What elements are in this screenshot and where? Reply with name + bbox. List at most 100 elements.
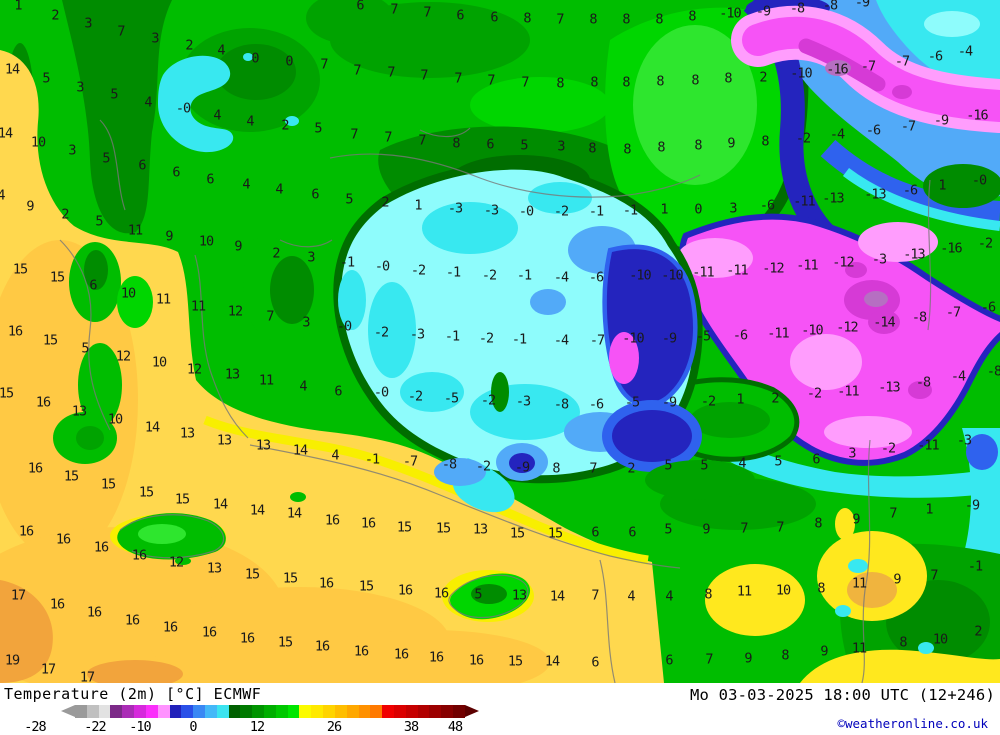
coastline-borders: [59, 119, 932, 683]
map-region-shape: [470, 77, 610, 133]
colorbar-segment: [181, 705, 194, 718]
colorbar-left-arrow: [61, 705, 75, 717]
map-region-shape: [270, 256, 314, 324]
map-region-shape: [612, 410, 692, 462]
map-region-shape: [966, 434, 998, 470]
datetime-label: Mo 03-03-2025 18:00 UTC (12+246): [689, 686, 995, 704]
product-label: Temperature (2m) [°C] ECMWF: [4, 685, 262, 703]
map-region-shape: [138, 524, 186, 544]
colorbar-segment: [311, 705, 324, 718]
colorbar-segment: [157, 705, 170, 718]
map-region-shape: [62, 0, 172, 234]
colorbar-segment: [216, 705, 229, 718]
colorbar-segment: [228, 705, 241, 718]
legend-bar: Temperature (2m) [°C] ECMWF Mo 03-03-202…: [0, 683, 1000, 735]
colorbar-tick-label: 12: [249, 719, 265, 735]
map-region-shape: [422, 202, 518, 254]
map-region-shape: [633, 25, 757, 185]
map-region-shape: [820, 139, 1000, 223]
colorbar-segment: [134, 705, 146, 718]
cyan-crescent-lake: [158, 53, 299, 153]
colorbar-segment: [145, 705, 158, 718]
map-region-shape: [338, 270, 366, 330]
cyprus-island: [442, 570, 534, 622]
temperature-map: 6 7 7 6 6 8 7 8 8 8 8 -10 -9 -8 -8 -9 1 2 3 7 3 2 4 0 0 7 7 7 7 7 7 7 8 8…: [0, 0, 1000, 683]
map-region-shape: [690, 420, 1000, 498]
colorbar-segment: [382, 705, 394, 718]
map-region-shape: [290, 492, 306, 502]
map-region-shape: [419, 127, 471, 138]
greece-green-patches: [53, 238, 327, 565]
map-region-shape: [864, 291, 888, 307]
map-region-shape: [927, 179, 932, 331]
colorbar-tick-label: 0: [189, 719, 197, 735]
colorbar-segment: [358, 705, 371, 718]
map-region-shape: [117, 276, 153, 328]
map-region-shape: [329, 153, 701, 198]
map-region-shape: [76, 426, 104, 450]
map-region-shape: [858, 222, 938, 262]
map-region-shape: [742, 16, 1000, 122]
colorbar-segment: [240, 705, 253, 718]
map-region-shape: [310, 630, 550, 683]
map-region-shape: [790, 334, 862, 390]
map-region-shape: [400, 372, 464, 412]
anatolia-cold-region: [333, 161, 703, 513]
colorbar-segment: [75, 705, 87, 718]
colorbar-segment: [252, 705, 264, 718]
southeast-region: [645, 460, 1000, 683]
map-region-shape: [0, 580, 53, 683]
colorbar-right-arrow: [465, 705, 479, 717]
colorbar-tick-label: -28: [24, 719, 46, 735]
colorbar-segment: [122, 705, 135, 718]
map-region-shape: [59, 239, 111, 431]
map-region-shape: [434, 458, 486, 486]
map-region-shape: [677, 238, 753, 278]
right-edge-green-patch: [923, 164, 1000, 208]
map-region-shape: [528, 182, 592, 214]
map-region-shape: [279, 239, 333, 248]
colorbar-tick-label: 38: [403, 719, 419, 735]
map-region-shape: [530, 289, 566, 315]
balkan-mountain-region: [62, 0, 394, 234]
map-region-shape: [243, 53, 253, 61]
map-region-shape: [861, 439, 871, 683]
colorbar-segment: [429, 705, 442, 718]
colorbar-segment: [287, 705, 300, 718]
temperature-colorbar: [75, 705, 465, 718]
colorbar-segment: [86, 705, 99, 718]
map-region-shape: [158, 55, 234, 153]
map-region-shape: [285, 116, 299, 126]
copyright-link[interactable]: ©weatheronline.co.uk: [837, 716, 988, 731]
map-region-shape: [825, 60, 851, 76]
colorbar-tick-label: 48: [447, 719, 463, 735]
map-region-shape: [824, 416, 912, 448]
colorbar-tick-label: -22: [84, 719, 106, 735]
crete-island: [110, 513, 226, 560]
map-region-shape: [470, 384, 580, 440]
map-region-shape: [609, 332, 639, 384]
map-region-shape: [249, 444, 681, 569]
colorbar-segment: [441, 705, 453, 718]
map-region-shape: [918, 642, 934, 654]
map-region-shape: [491, 372, 509, 412]
map-region-shape: [509, 453, 535, 473]
colorbar-segment: [417, 705, 430, 718]
map-region-shape: [847, 572, 897, 608]
map-region-shape: [892, 85, 912, 99]
map-region-shape: [368, 282, 416, 378]
map-region-shape: [690, 402, 770, 438]
colorbar-segment: [110, 705, 123, 718]
map-region-shape: [87, 660, 183, 683]
black-sea-warm-blob: [605, 7, 809, 255]
map-region-shape: [908, 381, 932, 399]
colorbar-segment: [323, 705, 335, 718]
colorbar-segment: [405, 705, 418, 718]
colorbar-segment: [204, 705, 217, 718]
colorbar-segment: [334, 705, 347, 718]
map-region-shape: [194, 254, 249, 439]
map-region-shape: [924, 11, 980, 37]
map-canvas: [0, 0, 1000, 683]
map-region-shape: [119, 514, 225, 559]
map-region-shape: [645, 460, 755, 500]
